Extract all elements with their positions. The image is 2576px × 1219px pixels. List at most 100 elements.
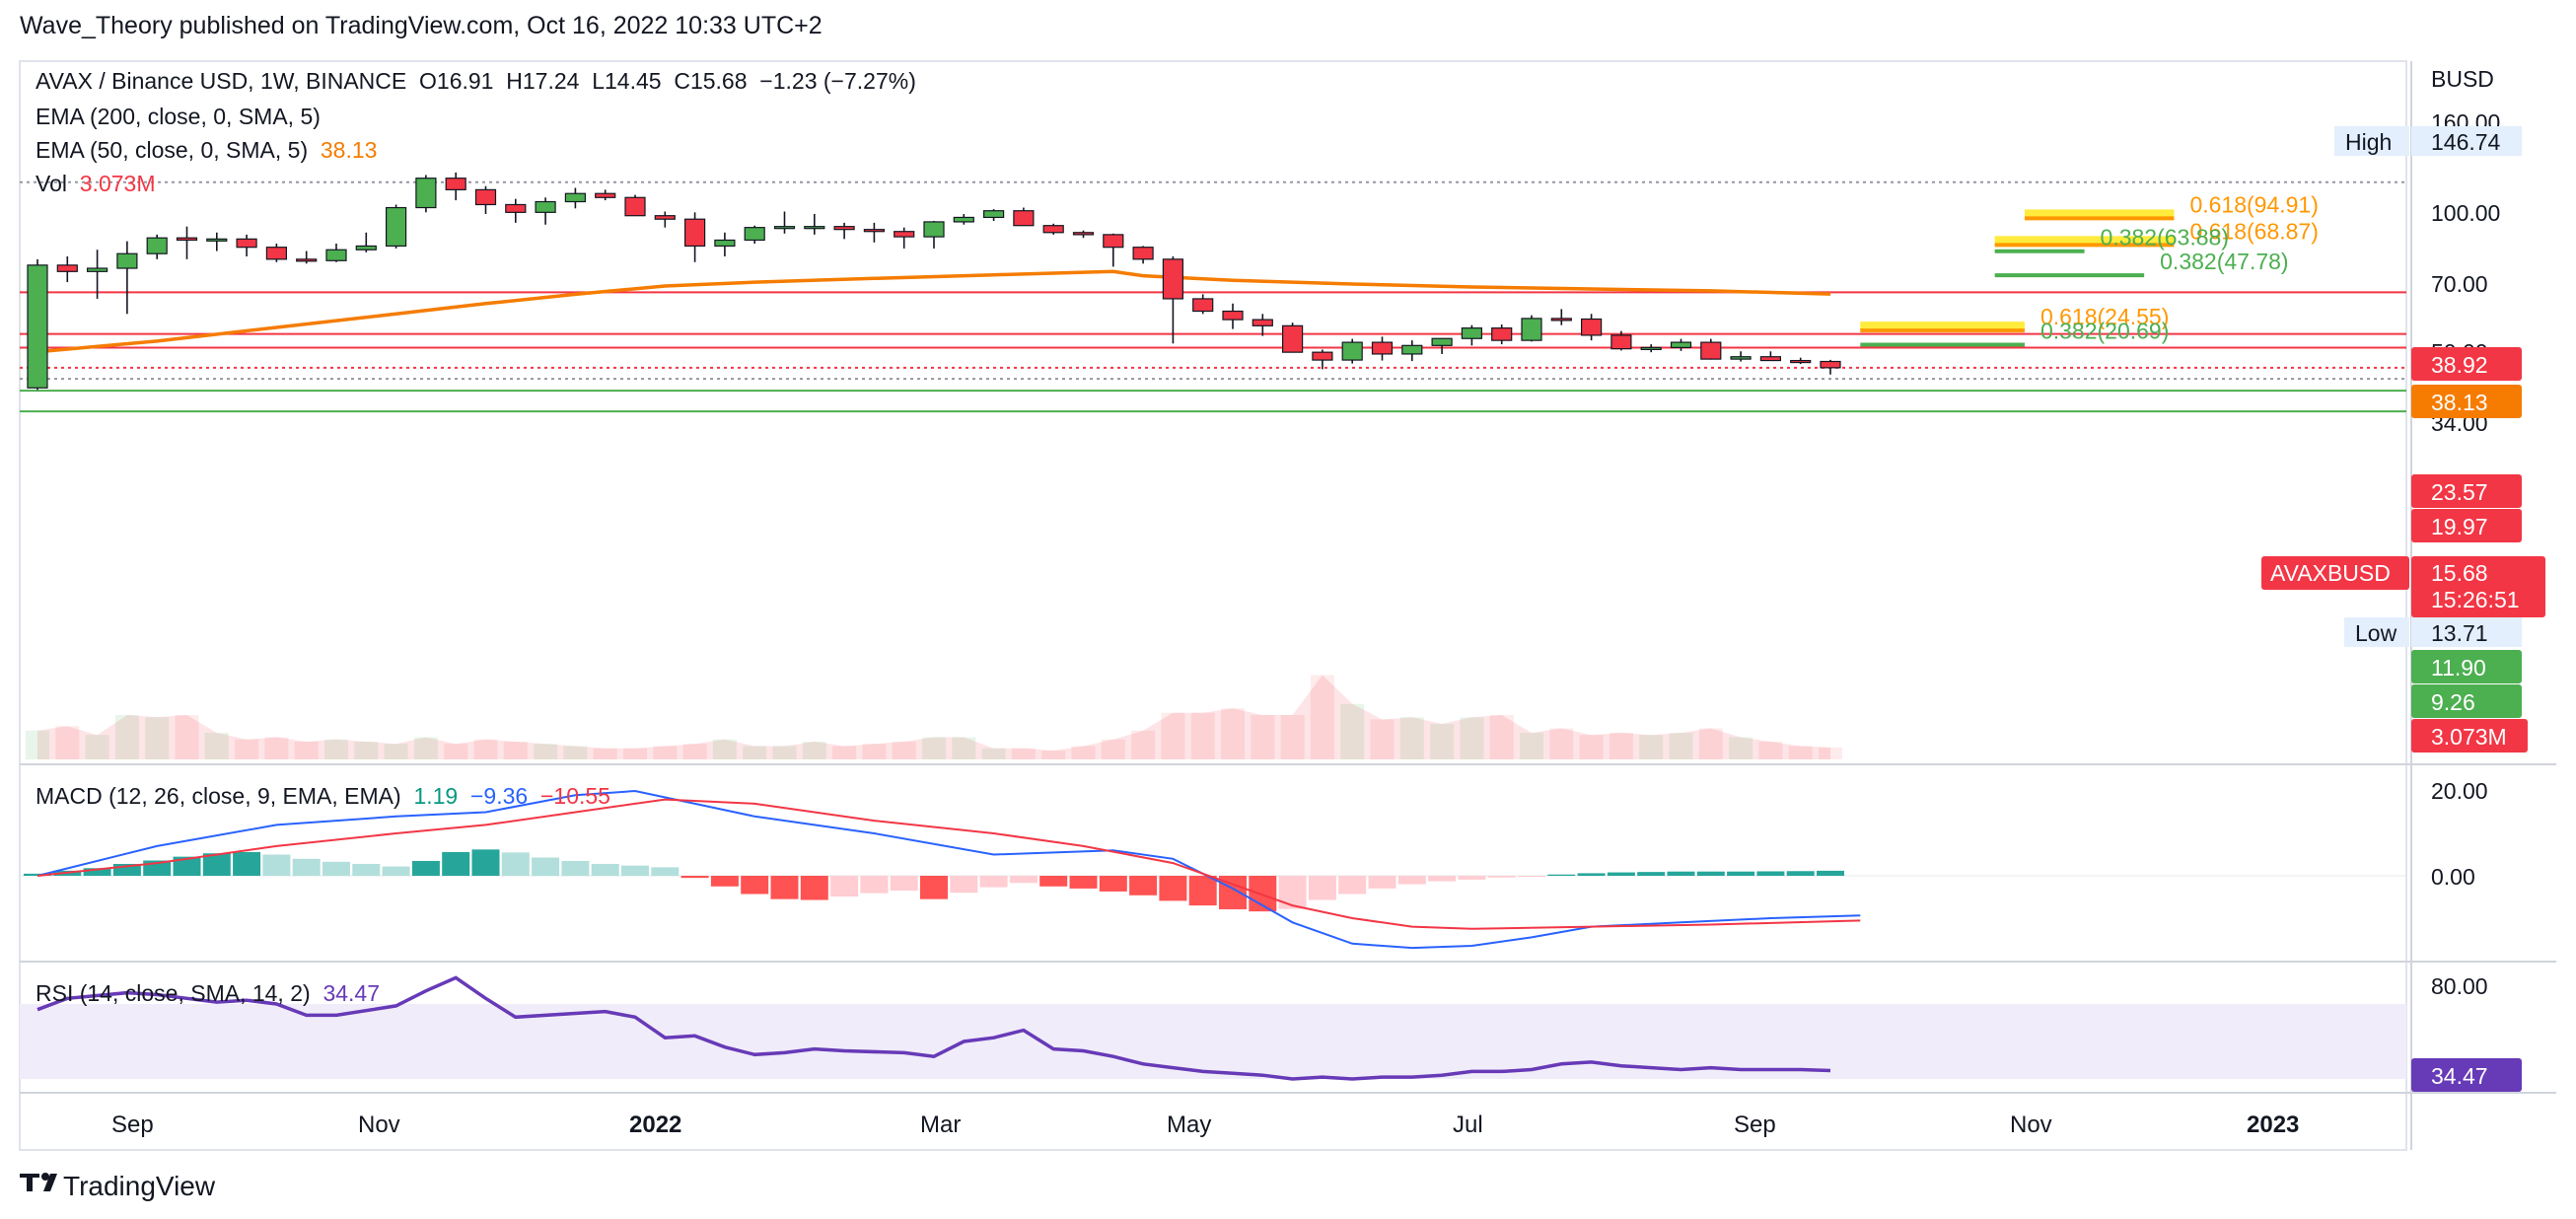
macd-hist-bar [1278,876,1307,909]
candle-body [27,264,48,389]
candle-body [714,239,736,248]
macd-hist-bar [1368,876,1396,889]
macd-hist-bar [1727,871,1755,876]
vol-legend-value: 3.073M [79,171,156,196]
macd-value-hist: 1.19 [413,783,459,809]
candle-body [683,218,706,248]
volume-bar [1669,733,1693,759]
candle-body [1222,310,1244,321]
fib-label: 0.382(47.78) [2160,249,2288,274]
macd-line [36,789,1861,950]
ema50-line [36,269,1831,354]
macd-hist-bar [680,876,709,879]
candle-body [146,237,168,254]
volume-bar [1788,746,1813,759]
rsi-label: RSI (14, close, SMA, 14, 2) [36,980,311,1006]
time-tick: 2023 [2247,1111,2299,1138]
candle-body [1252,319,1273,326]
macd-legend[interactable]: MACD (12, 26, close, 9, EMA, EMA) 1.19 −… [36,783,610,810]
volume-bar [264,737,289,759]
level-tag-19-97 [2411,509,2522,542]
candle-body [1580,318,1603,336]
level-value: 23.57 [2431,479,2488,505]
volume-series [26,675,1842,759]
volume-bar [1011,748,1036,759]
volume-bar [1758,742,1783,759]
candle-body [654,215,676,220]
macd-hist-bar [1129,876,1158,896]
time-tick: Mar [920,1111,961,1138]
candle-body [1341,341,1363,361]
low-tag: Low [2355,620,2397,646]
level-value: 9.26 [2431,689,2475,715]
rsi-tag [2411,1058,2522,1092]
macd-hist-bar [1607,872,1635,876]
volume-bar [1549,728,1574,759]
low-value-bg [2411,617,2522,647]
ema50-label: EMA (50, close, 0, SMA, 5) [36,137,309,163]
rsi-legend[interactable]: RSI (14, close, SMA, 14, 2) 34.47 [36,980,380,1007]
macd-hist-bar [1338,876,1367,895]
macd-hist-bar [1487,876,1516,878]
candle-series [27,172,1841,391]
volume-bar [922,737,946,759]
candle-body [894,231,915,238]
ema50-legend-value: 38.13 [320,137,378,163]
macd-hist-bar [532,857,560,876]
candle-body [56,264,78,272]
candle-body [1431,337,1453,346]
macd-hist-bar [830,876,859,897]
volume-bar [743,746,767,759]
macd-tick: 0.00 [2431,864,2475,890]
high-tag-bg [2334,126,2409,156]
ema50-legend[interactable]: EMA (50, close, 0, SMA, 5) 38.13 [36,137,377,164]
fib-zone [2024,209,2175,219]
volume-bar [1399,717,1424,759]
level-tag-23-57 [2411,474,2522,508]
candle-body [1312,351,1333,361]
volume-bar [235,739,259,759]
price-tick: 100.00 [2431,200,2500,226]
candle-body [325,249,347,261]
volume-bar [1251,715,1275,759]
volume-bar [114,715,139,759]
macd-hist-bar [1577,873,1606,876]
fib-zone [1994,236,2175,246]
currency-label: BUSD [2431,66,2494,92]
macd-hist-bar [1188,876,1217,906]
macd-hist-bar [471,849,500,876]
ohlc-close: C15.68 [674,68,748,94]
candle-body [535,200,556,213]
candle-body [1013,210,1035,227]
macd-hist-bar [411,860,440,876]
macd-hist-bar [710,876,739,887]
candle-body [923,221,945,238]
time-axis[interactable]: Sep Nov 2022 Mar May Jul Sep Nov 2023 [111,1111,2299,1138]
candle-body [1371,341,1394,355]
macd-hist-bar [292,858,321,876]
candle-body [1550,318,1572,322]
symbol-legend[interactable]: AVAX / Binance USD, 1W, BINANCE O16.91 H… [36,68,916,95]
candle-body [1521,318,1542,341]
candle-body [1610,334,1632,350]
macd-hist-bar [591,863,619,876]
candle-body [1820,360,1841,369]
ema50-value: 38.13 [2431,390,2488,415]
macd-hist-bar [770,876,799,899]
current-price-tag [2411,556,2545,617]
candle-body [564,192,587,203]
time-tick: Sep [1734,1111,1776,1138]
time-tick: Nov [2010,1111,2052,1138]
candle-body [953,216,974,223]
volume-bar [473,739,498,759]
macd-hist-bar [442,851,470,876]
candle-body [1192,298,1214,313]
macd-hist-bar [233,851,261,876]
rsi-legend-value: 34.47 [322,980,381,1006]
candle-body [624,196,646,217]
vol-label: Vol [36,171,67,196]
volume-legend[interactable]: Vol 3.073M [36,171,155,197]
macd-hist-bar [1159,876,1187,901]
ema200-legend[interactable]: EMA (200, close, 0, SMA, 5) [36,104,321,130]
